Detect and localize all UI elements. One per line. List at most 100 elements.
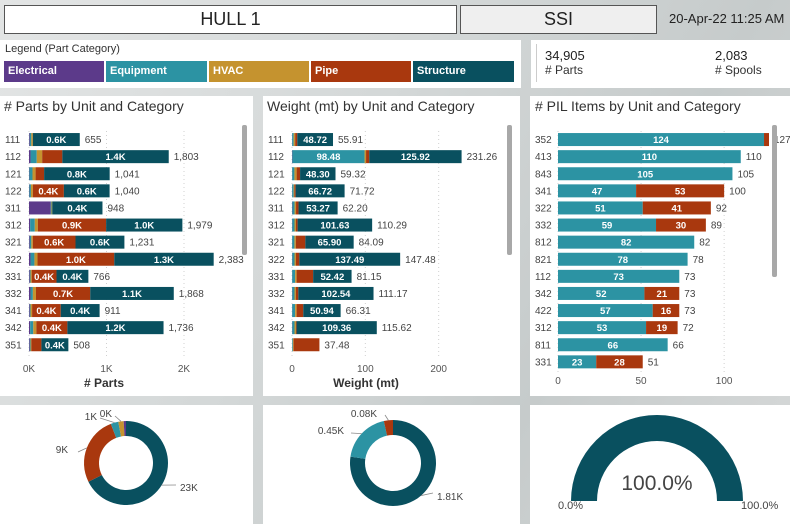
bar-segment-label: 16 <box>661 306 672 317</box>
bar-segment-label: 19 <box>657 323 668 334</box>
bar-segment <box>298 201 338 215</box>
category-label: 342 <box>5 323 22 334</box>
bar-segment <box>30 252 35 266</box>
category-label: 121 <box>5 169 22 180</box>
bar-total-label: 127 <box>774 135 790 146</box>
bar-segment-label: 1.2K <box>105 323 125 334</box>
bar-segment <box>63 184 110 198</box>
bar-segment <box>294 286 296 300</box>
bar-total-label: 59.32 <box>341 169 366 180</box>
legend-electrical[interactable]: Electrical <box>4 61 104 82</box>
bar-segment <box>31 133 33 147</box>
bar-segment <box>30 218 35 232</box>
bar-segment <box>30 304 33 318</box>
bar-segment <box>30 150 37 164</box>
parts-donut-chart: 23K 9K 1K 0K <box>56 409 198 505</box>
donut-slice <box>350 420 436 506</box>
donut-slice-label: 1K <box>85 412 98 423</box>
ssi-title[interactable]: SSI <box>460 5 657 34</box>
bar-segment <box>296 304 304 318</box>
bar-segment <box>294 252 296 266</box>
x-tick-label: 1K <box>100 364 113 375</box>
bar-total-label: 62.20 <box>343 203 368 214</box>
kpi-parts-label: # Parts <box>545 63 584 77</box>
donut-slice <box>118 421 125 437</box>
bar-segment <box>41 338 69 352</box>
legend-equipment[interactable]: Equipment <box>106 61 207 82</box>
legend-structure[interactable]: Structure <box>413 61 514 82</box>
bar-segment <box>29 235 30 249</box>
category-label: 342 <box>268 323 285 334</box>
bar-segment <box>558 304 653 318</box>
bar-total-label: 1,231 <box>129 238 154 249</box>
category-label: 311 <box>268 203 284 214</box>
bar-segment <box>299 252 401 266</box>
weight-donut-chart: 1.81K 0.45K 0.08K <box>318 409 463 506</box>
bar-segment <box>295 304 297 318</box>
bar-total-label: 911 <box>105 306 121 317</box>
bar-segment-label: 66 <box>608 340 619 351</box>
legend-hvac[interactable]: HVAC <box>209 61 309 82</box>
bar-segment <box>30 321 34 335</box>
weight-chart-scrollbar[interactable] <box>507 125 512 255</box>
bar-segment <box>303 304 341 318</box>
bar-segment <box>292 338 294 352</box>
bar-segment-label: 50.94 <box>310 306 334 317</box>
bar-segment <box>292 150 365 164</box>
bar-total-label: 110 <box>746 152 762 163</box>
bar-segment <box>764 133 769 147</box>
bar-total-label: 73 <box>684 272 696 283</box>
bar-segment-label: 52 <box>596 289 607 300</box>
bar-segment <box>29 304 31 318</box>
category-label: 321 <box>5 238 22 249</box>
bar-segment <box>29 252 31 266</box>
bar-segment <box>44 167 110 181</box>
bar-segment <box>90 286 174 300</box>
bar-segment <box>646 321 678 335</box>
bar-segment-label: 0.4K <box>42 323 62 334</box>
pil-chart-scrollbar[interactable] <box>772 125 777 277</box>
bar-total-label: 110.29 <box>377 221 407 232</box>
bar-segment <box>292 235 295 249</box>
bar-segment <box>51 201 53 215</box>
completion-gauge: 100.0% 0.0% 100.0% <box>558 415 779 512</box>
bar-segment <box>62 150 169 164</box>
bar-segment <box>32 133 80 147</box>
gauge-min-label: 0.0% <box>558 500 583 512</box>
datetime-label: 20-Apr-22 11:25 AM <box>669 11 785 26</box>
bar-segment-label: 53.27 <box>306 203 330 214</box>
bar-total-label: 100 <box>729 186 746 197</box>
bar-segment <box>292 338 293 352</box>
category-label: 413 <box>535 152 552 163</box>
category-label: 352 <box>535 135 552 146</box>
bar-segment <box>642 201 711 215</box>
legend-pipe[interactable]: Pipe <box>311 61 411 82</box>
bar-segment-label: 0.4K <box>36 306 56 317</box>
donut-leader-line <box>114 415 122 422</box>
bar-segment-label: 102.54 <box>321 289 351 300</box>
bar-segment <box>34 218 38 232</box>
bar-segment <box>295 286 299 300</box>
bar-segment <box>636 184 725 198</box>
bar-segment-label: 48.72 <box>303 135 327 146</box>
donut-leader-line <box>420 492 434 496</box>
bar-segment <box>296 201 299 215</box>
bar-total-label: 1,736 <box>169 323 194 334</box>
bar-segment <box>56 269 89 283</box>
bar-segment <box>558 235 695 249</box>
category-label: 322 <box>535 203 552 214</box>
bar-segment <box>114 252 214 266</box>
bar-segment <box>29 218 31 232</box>
bar-total-label: 147.48 <box>405 255 436 266</box>
category-label: 331 <box>268 272 285 283</box>
bar-segment <box>67 321 164 335</box>
bar-segment-label: 0.4K <box>34 272 54 283</box>
bar-segment <box>295 321 297 335</box>
parts-chart-scrollbar[interactable] <box>242 125 247 255</box>
bar-segment <box>32 286 36 300</box>
x-tick-label: 200 <box>430 364 447 375</box>
bar-segment <box>292 201 295 215</box>
bar-total-label: 508 <box>73 340 90 351</box>
bar-segment <box>29 201 51 215</box>
hull-title[interactable]: HULL 1 <box>4 5 457 34</box>
